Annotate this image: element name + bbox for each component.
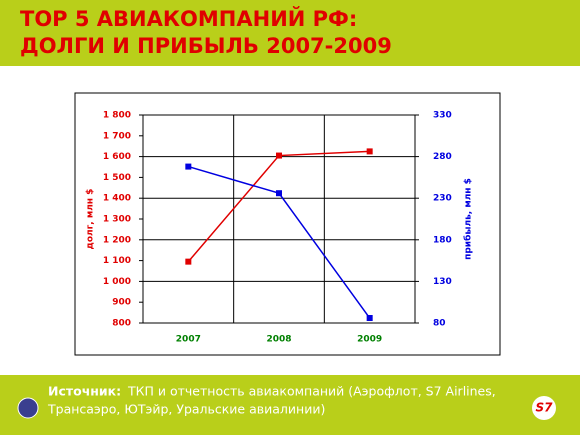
y-tick-label: 1 100 <box>103 256 131 266</box>
marker <box>185 163 192 170</box>
title: TOP 5 АВИАКОМПАНИЙ РФ: <box>20 6 357 31</box>
marker <box>366 315 373 322</box>
header-band <box>0 0 580 66</box>
y-tick-label: 1 800 <box>103 111 131 121</box>
footer-band <box>0 375 580 435</box>
y-tick-label: 1 000 <box>103 277 131 287</box>
y2-tick-label: 280 <box>433 152 452 162</box>
source-text: ТКП и отчетность авиакомпаний (Аэрофлот,… <box>127 384 496 399</box>
marker <box>366 148 373 155</box>
y2-tick-label: 80 <box>433 319 446 329</box>
source-text: Трансаэро, ЮТэйр, Уральские авиалинии) <box>47 402 325 417</box>
chart-frame <box>74 92 501 356</box>
y2-tick-label: 330 <box>433 111 452 121</box>
y-tick-label: 900 <box>112 298 131 308</box>
y-axis-label: долг, млн $ <box>86 189 96 250</box>
logo-circle <box>17 397 39 419</box>
marker <box>185 258 192 265</box>
subtitle: ДОЛГИ И ПРИБЫЛЬ 2007-2009 <box>20 34 392 58</box>
logo-badge <box>532 396 556 420</box>
y-tick-label: 1 600 <box>103 152 131 162</box>
y-tick-label: 1 500 <box>103 173 131 183</box>
y-tick-label: 1 400 <box>103 194 131 204</box>
logo: S7 <box>536 401 554 415</box>
x-tick-label: 2009 <box>357 335 382 345</box>
y-tick-label: 1 200 <box>103 235 131 245</box>
y2-tick-label: 130 <box>433 277 452 287</box>
x-tick-label: 2008 <box>266 335 291 345</box>
marker <box>276 190 282 197</box>
source-label: Источник: <box>48 384 121 399</box>
y2-tick-label: 180 <box>433 235 452 245</box>
x-tick-label: 2007 <box>176 335 201 345</box>
y-tick-label: 1 700 <box>103 131 131 141</box>
y2-axis-label: прибыль, млн $ <box>463 178 474 260</box>
marker <box>276 152 282 159</box>
y2-tick-label: 230 <box>433 194 452 204</box>
y-tick-label: 800 <box>112 319 131 329</box>
y-tick-label: 1 300 <box>103 215 131 225</box>
